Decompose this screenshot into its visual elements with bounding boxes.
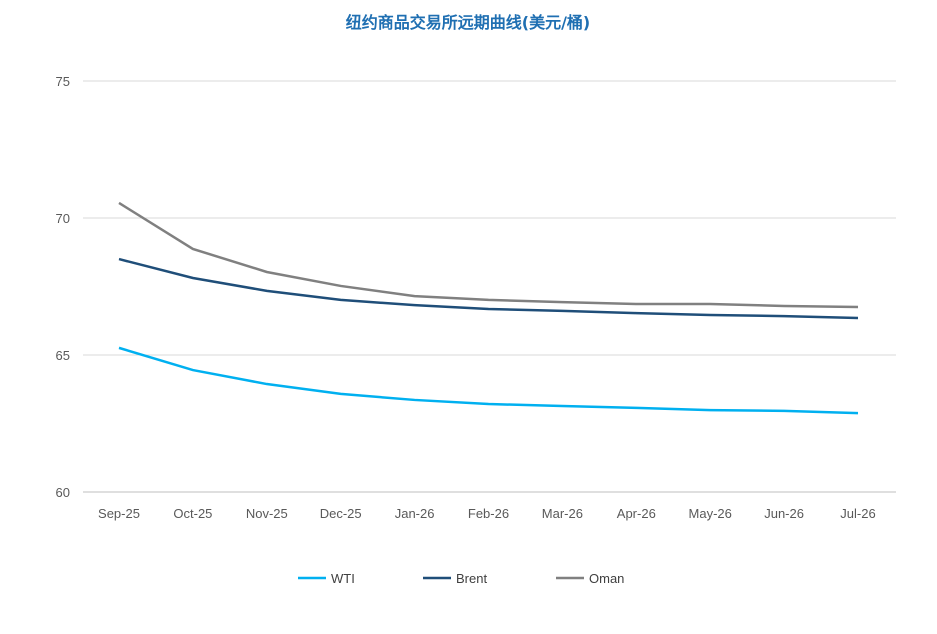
legend-label: Brent [456, 571, 487, 586]
y-tick-label: 70 [56, 211, 70, 226]
y-tick-label: 60 [56, 485, 70, 500]
x-tick-label: Sep-25 [98, 506, 140, 521]
x-tick-label: Jun-26 [764, 506, 804, 521]
x-tick-label: Mar-26 [542, 506, 583, 521]
series-wti [118, 346, 859, 415]
legend-label: Oman [589, 571, 624, 586]
x-tick-label: Apr-26 [617, 506, 656, 521]
x-tick-label: Jul-26 [840, 506, 875, 521]
y-tick-label: 65 [56, 348, 70, 363]
series-line [118, 257, 859, 320]
x-tick-label: Jan-26 [395, 506, 435, 521]
chart-title: 纽约商品交易所远期曲线(美元/桶) [346, 13, 590, 32]
legend-label: WTI [331, 571, 355, 586]
x-tick-label: Dec-25 [320, 506, 362, 521]
x-tick-label: Nov-25 [246, 506, 288, 521]
series-oman [118, 201, 859, 309]
x-tick-label: Feb-26 [468, 506, 509, 521]
series-line [118, 346, 859, 415]
x-tick-label: Oct-25 [173, 506, 212, 521]
series-brent [118, 257, 859, 320]
y-tick-label: 75 [56, 74, 70, 89]
x-tick-label: May-26 [689, 506, 732, 521]
series-line [118, 201, 859, 309]
